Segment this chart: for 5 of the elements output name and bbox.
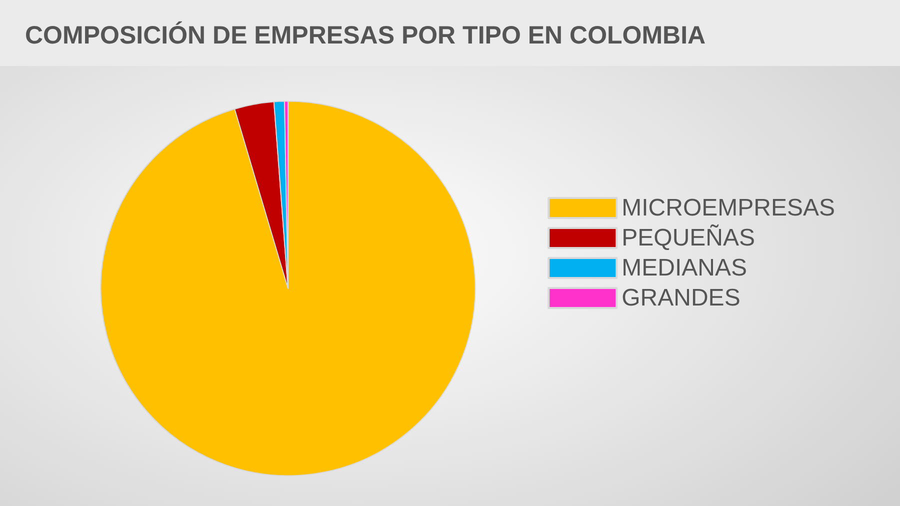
chart-title: COMPOSICIÓN DE EMPRESAS POR TIPO EN COLOMBIA [25, 20, 706, 50]
legend-label: MICROEMPRESAS [622, 194, 836, 222]
legend-label: PEQUEÑAS [622, 224, 756, 252]
legend-label: MEDIANAS [622, 254, 747, 282]
legend-label: GRANDES [622, 284, 740, 312]
